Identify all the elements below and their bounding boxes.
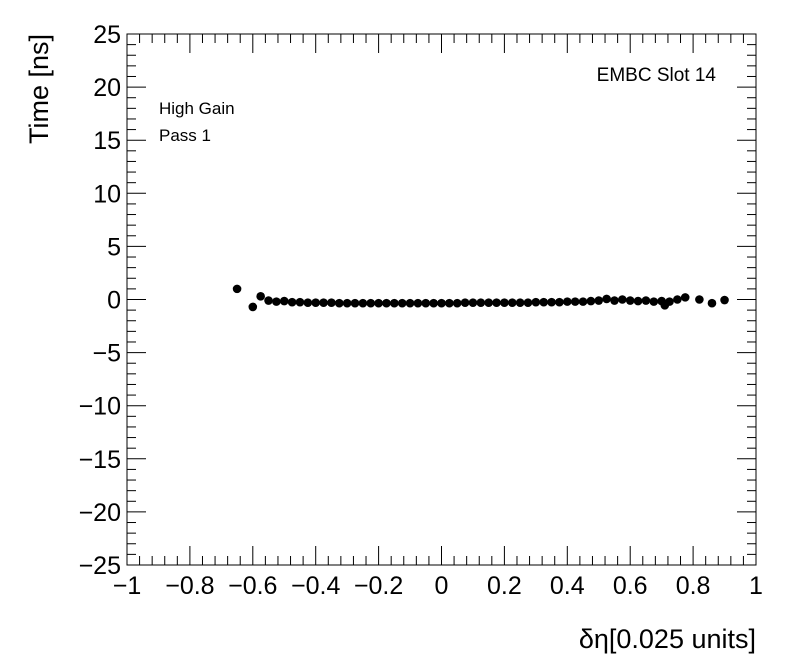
data-point bbox=[445, 298, 454, 308]
data-point bbox=[523, 298, 533, 307]
data-point bbox=[287, 297, 297, 307]
data-point bbox=[413, 298, 423, 308]
data-point bbox=[695, 295, 704, 304]
y-tick-label: 15 bbox=[93, 127, 121, 155]
axis-ticks bbox=[126, 33, 757, 566]
y-tick-label: −20 bbox=[79, 499, 121, 527]
data-point bbox=[350, 298, 360, 308]
data-point bbox=[563, 297, 572, 306]
data-point bbox=[264, 296, 273, 305]
x-tick-label: −0.8 bbox=[165, 572, 214, 600]
gain-annotation: High Gain bbox=[159, 99, 235, 118]
x-tick-label: −1 bbox=[113, 572, 142, 600]
data-point bbox=[649, 297, 659, 306]
data-point bbox=[452, 298, 462, 308]
y-tick-label: −25 bbox=[79, 552, 121, 580]
data-point bbox=[429, 298, 438, 308]
data-point bbox=[390, 298, 399, 308]
data-point bbox=[539, 297, 549, 307]
data-point bbox=[256, 292, 265, 301]
data-point bbox=[279, 296, 289, 306]
slot-annotation: EMBC Slot 14 bbox=[597, 65, 717, 86]
data-point bbox=[421, 298, 431, 308]
data-point bbox=[366, 298, 376, 308]
data-point bbox=[618, 295, 627, 304]
x-tick-label: −0.4 bbox=[291, 572, 340, 600]
y-tick-label: 25 bbox=[93, 21, 121, 49]
data-point bbox=[594, 296, 604, 305]
data-point bbox=[382, 298, 391, 308]
data-point bbox=[397, 298, 407, 308]
data-point bbox=[515, 298, 525, 307]
data-point bbox=[570, 297, 580, 306]
data-point bbox=[272, 297, 281, 306]
data-point bbox=[476, 298, 486, 307]
data-point bbox=[602, 294, 611, 304]
tick-labels: −1 −0.8 −0.6 −0.4 −0.2 0 0.2 0.4 0.6 0.8 1 −25 −20 −1… bbox=[79, 21, 763, 600]
x-tick-label: 0.8 bbox=[676, 572, 711, 600]
data-point bbox=[625, 296, 635, 305]
x-tick-label: 1 bbox=[749, 572, 763, 600]
data-point bbox=[295, 297, 305, 307]
data-point bbox=[303, 298, 313, 307]
data-point bbox=[342, 298, 352, 308]
data-point bbox=[555, 297, 564, 307]
y-tick-label: 0 bbox=[107, 287, 121, 315]
data-point bbox=[578, 297, 588, 306]
y-tick-label: −5 bbox=[92, 340, 121, 368]
data-point bbox=[673, 295, 682, 304]
data-point bbox=[531, 297, 541, 307]
y-tick-label: 10 bbox=[93, 180, 121, 208]
x-tick-label: 0 bbox=[435, 572, 449, 600]
x-tick-label: 0.2 bbox=[487, 572, 522, 600]
x-tick-label: −0.2 bbox=[354, 572, 403, 600]
data-point bbox=[311, 298, 321, 307]
x-axis-title: δη[0.025 units] bbox=[579, 624, 756, 654]
data-point bbox=[633, 296, 643, 306]
data-point bbox=[460, 298, 470, 307]
data-point bbox=[720, 295, 729, 305]
data-point bbox=[327, 298, 336, 307]
data-point bbox=[437, 298, 446, 308]
data-point bbox=[500, 298, 509, 307]
data-point bbox=[707, 298, 717, 308]
data-point bbox=[610, 296, 619, 305]
data-point bbox=[586, 296, 596, 306]
data-point bbox=[507, 298, 517, 307]
x-tick-label: −0.6 bbox=[228, 572, 277, 600]
data-points bbox=[232, 284, 729, 312]
data-point bbox=[374, 298, 383, 308]
data-point bbox=[319, 298, 328, 307]
data-point bbox=[492, 298, 501, 307]
y-tick-label: −10 bbox=[79, 393, 121, 421]
data-point bbox=[358, 298, 368, 308]
y-tick-label: −15 bbox=[79, 446, 121, 474]
y-tick-label: 20 bbox=[93, 74, 121, 102]
data-point bbox=[405, 298, 415, 308]
pass-annotation: Pass 1 bbox=[159, 126, 211, 145]
x-tick-label: 0.4 bbox=[550, 572, 585, 600]
data-point bbox=[547, 297, 556, 307]
data-point bbox=[680, 293, 690, 302]
data-point bbox=[232, 284, 242, 294]
data-point bbox=[665, 297, 674, 306]
data-point bbox=[248, 302, 258, 312]
y-tick-label: 5 bbox=[107, 233, 121, 261]
y-axis-title: Time [ns] bbox=[24, 34, 54, 144]
x-tick-label: 0.6 bbox=[613, 572, 648, 600]
data-point bbox=[484, 298, 493, 307]
data-point bbox=[334, 298, 344, 308]
data-point bbox=[468, 298, 478, 307]
data-point bbox=[641, 296, 651, 305]
